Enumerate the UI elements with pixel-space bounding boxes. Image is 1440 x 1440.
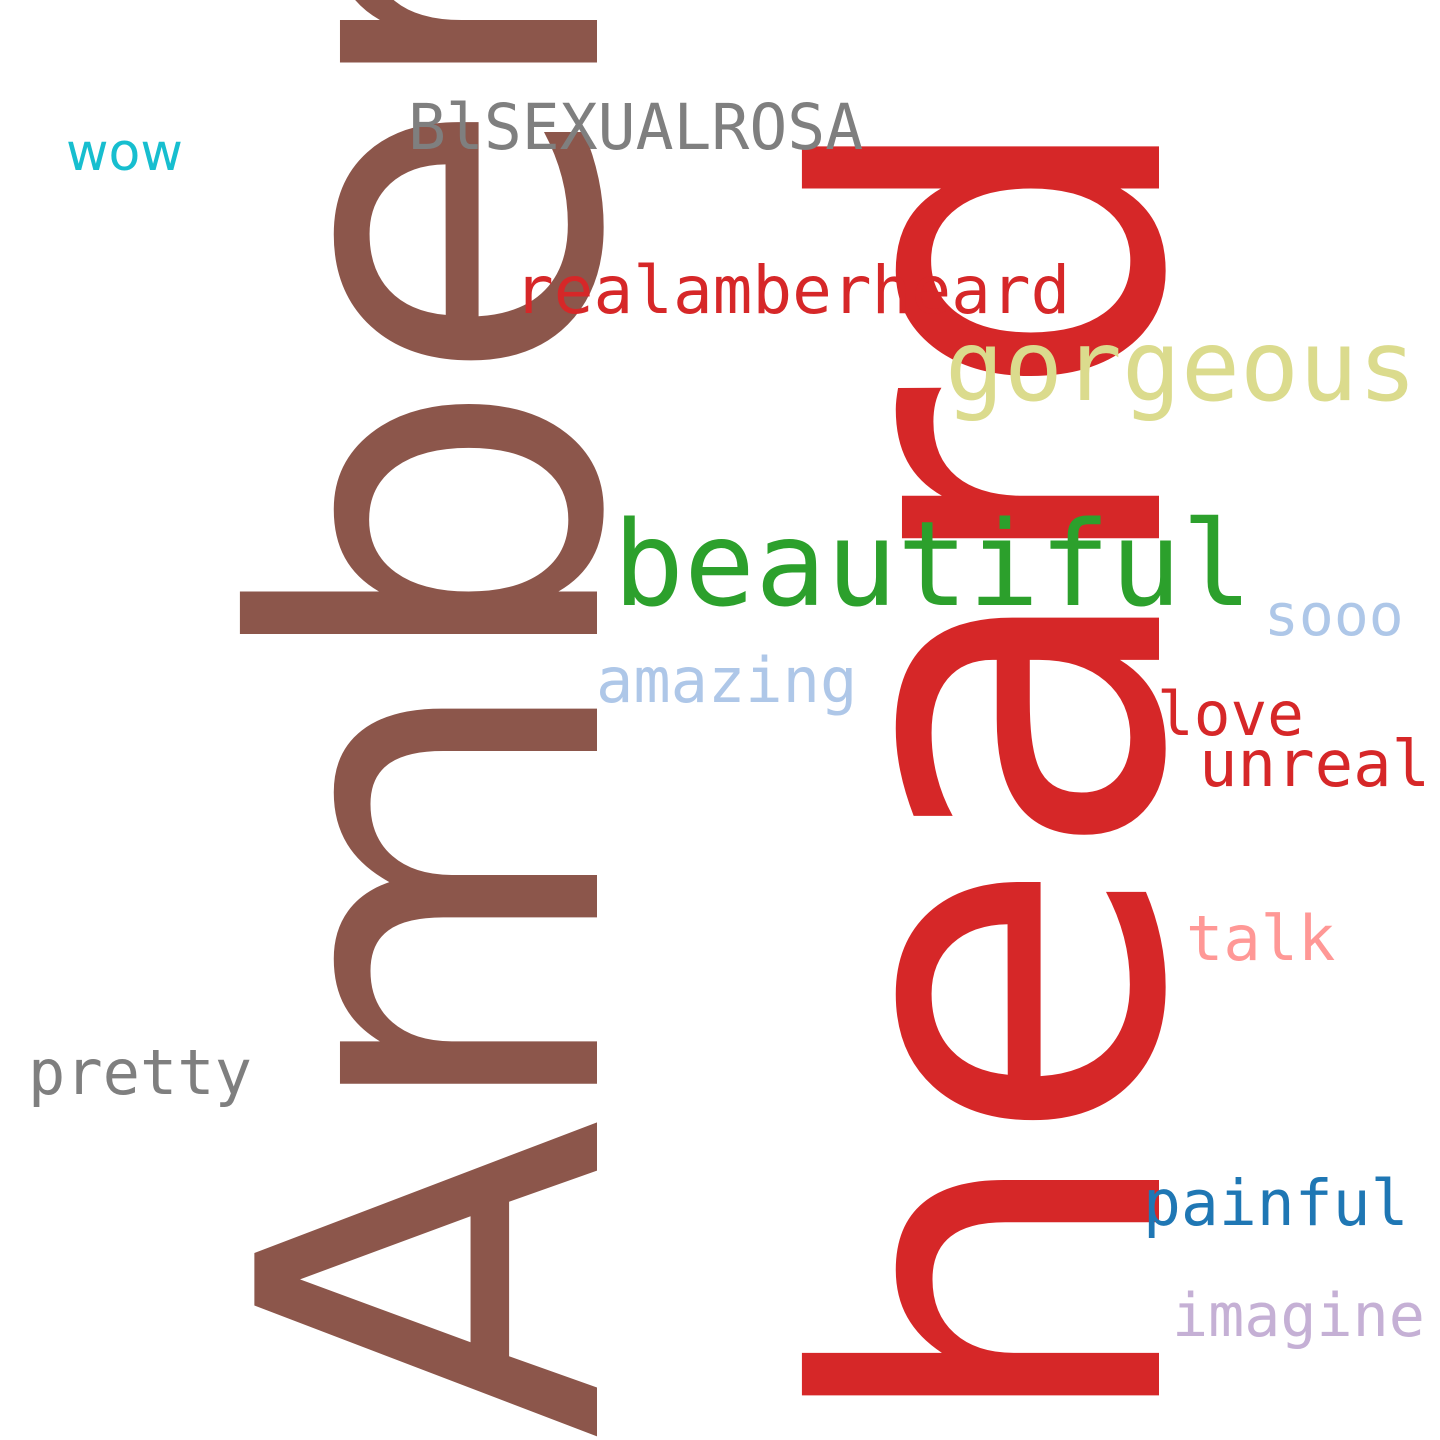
word-imagine: imagine	[1172, 1281, 1425, 1351]
word-sooo: sooo	[1264, 581, 1404, 649]
word-realamberheard: realamberheard	[514, 252, 1071, 329]
word-amazing: amazing	[596, 644, 858, 717]
word-painful: painful	[1143, 1167, 1409, 1240]
word-bisexualrosa: BlSEXUALROSA	[408, 91, 864, 164]
word-beautiful: beautiful	[613, 495, 1253, 633]
word-pretty: pretty	[28, 1036, 252, 1109]
word-wow: wow	[66, 123, 183, 183]
word-love: love	[1157, 679, 1304, 750]
word-talk: talk	[1186, 902, 1336, 975]
word-gorgeous: gorgeous	[945, 310, 1418, 424]
word-unreal: unreal	[1199, 728, 1431, 802]
word-amber: Amber	[161, 0, 708, 1440]
